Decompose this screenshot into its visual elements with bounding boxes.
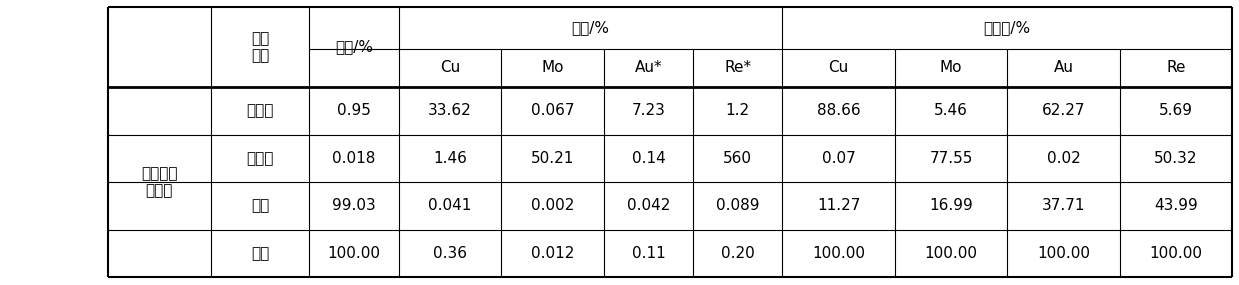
- Text: 原矿: 原矿: [252, 246, 269, 261]
- Text: 100.00: 100.00: [924, 246, 978, 261]
- Text: 43.99: 43.99: [1154, 198, 1198, 213]
- Text: 7.23: 7.23: [632, 103, 665, 118]
- Text: 5.69: 5.69: [1158, 103, 1193, 118]
- Text: 产品
名称: 产品 名称: [252, 31, 269, 63]
- Text: 具体实施
方式一: 具体实施 方式一: [141, 166, 177, 198]
- Text: 0.018: 0.018: [332, 151, 375, 166]
- Text: 62.27: 62.27: [1042, 103, 1085, 118]
- Text: 0.067: 0.067: [532, 103, 575, 118]
- Text: 0.07: 0.07: [821, 151, 855, 166]
- Text: 0.042: 0.042: [627, 198, 670, 213]
- Text: 0.36: 0.36: [432, 246, 467, 261]
- Text: 50.21: 50.21: [532, 151, 575, 166]
- Text: 0.11: 0.11: [632, 246, 665, 261]
- Text: 37.71: 37.71: [1042, 198, 1085, 213]
- Text: Re: Re: [1166, 60, 1186, 76]
- Text: 88.66: 88.66: [817, 103, 860, 118]
- Text: 1.46: 1.46: [434, 151, 467, 166]
- Text: Cu: Cu: [440, 60, 460, 76]
- Text: Au*: Au*: [634, 60, 663, 76]
- Text: 16.99: 16.99: [929, 198, 973, 213]
- Text: 11.27: 11.27: [817, 198, 860, 213]
- Text: 0.14: 0.14: [632, 151, 665, 166]
- Text: 尾矿: 尾矿: [252, 198, 269, 213]
- Text: 铜精矿: 铜精矿: [247, 103, 274, 118]
- Text: 0.002: 0.002: [532, 198, 575, 213]
- Text: 回收率/%: 回收率/%: [984, 21, 1031, 36]
- Text: 1.2: 1.2: [726, 103, 750, 118]
- Text: 0.02: 0.02: [1047, 151, 1080, 166]
- Text: Re*: Re*: [725, 60, 751, 76]
- Text: 5.46: 5.46: [934, 103, 968, 118]
- Text: 560: 560: [724, 151, 752, 166]
- Text: 77.55: 77.55: [929, 151, 973, 166]
- Text: 品位/%: 品位/%: [571, 21, 610, 36]
- Text: 100.00: 100.00: [812, 246, 865, 261]
- Text: Au: Au: [1053, 60, 1073, 76]
- Text: 33.62: 33.62: [429, 103, 472, 118]
- Text: Cu: Cu: [829, 60, 849, 76]
- Text: 50.32: 50.32: [1154, 151, 1198, 166]
- Text: 100.00: 100.00: [1150, 246, 1202, 261]
- Text: Mo: Mo: [939, 60, 963, 76]
- Text: 0.012: 0.012: [532, 246, 575, 261]
- Text: 0.089: 0.089: [716, 198, 760, 213]
- Text: 100.00: 100.00: [327, 246, 380, 261]
- Text: 99.03: 99.03: [332, 198, 375, 213]
- Text: 产率/%: 产率/%: [335, 40, 373, 54]
- Text: 钼精矿: 钼精矿: [247, 151, 274, 166]
- Text: 0.20: 0.20: [721, 246, 755, 261]
- Text: Mo: Mo: [541, 60, 564, 76]
- Text: 0.041: 0.041: [429, 198, 472, 213]
- Text: 0.95: 0.95: [337, 103, 370, 118]
- Text: 100.00: 100.00: [1037, 246, 1090, 261]
